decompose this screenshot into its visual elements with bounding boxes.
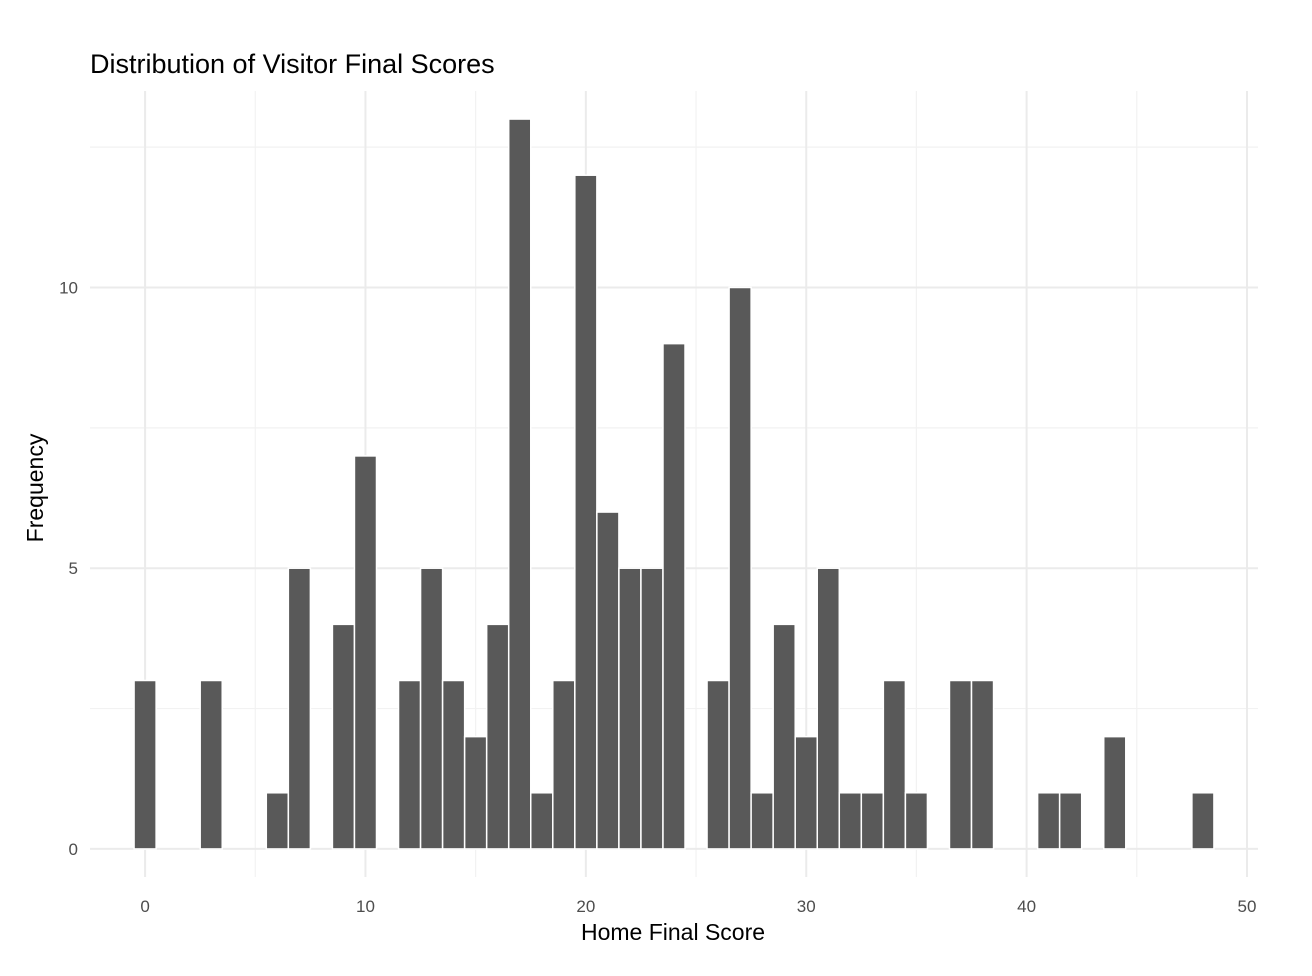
x-tick-label: 40	[1017, 897, 1036, 916]
histogram-bar	[485, 623, 510, 850]
histogram-bar	[816, 567, 841, 850]
histogram-bar	[948, 679, 973, 850]
histogram-bar	[750, 792, 774, 850]
x-tick-label: 50	[1238, 897, 1257, 916]
histogram-bar	[596, 511, 620, 850]
histogram-bar	[860, 792, 885, 850]
x-tick-label: 30	[797, 897, 816, 916]
histogram-bar	[1102, 735, 1127, 850]
histogram-bar	[574, 174, 598, 850]
y-axis-title: Frequency	[22, 433, 48, 542]
histogram-bar	[970, 679, 995, 850]
histogram-bar	[1058, 792, 1083, 850]
histogram-bar	[552, 679, 576, 850]
histogram-bar	[507, 118, 532, 850]
x-axis-ticks: 0 10 20 30 40 50	[140, 897, 1256, 916]
histogram-bar	[1191, 792, 1215, 850]
histogram-bar	[706, 679, 730, 850]
x-axis-title: Home Final Score	[581, 919, 765, 945]
histogram-bar	[882, 679, 907, 850]
histogram-bar	[530, 792, 554, 850]
x-tick-label: 10	[356, 897, 375, 916]
histogram-bar	[618, 567, 642, 850]
histogram-bar	[838, 792, 863, 850]
histogram-bar	[265, 792, 290, 850]
bars	[133, 118, 1215, 850]
histogram-bar	[640, 567, 664, 850]
histogram-bar	[728, 286, 752, 850]
x-tick-label: 20	[576, 897, 595, 916]
y-tick-label: 0	[69, 840, 78, 859]
histogram-bar	[419, 567, 444, 850]
histogram-bar	[331, 623, 356, 850]
histogram-bar	[199, 679, 223, 850]
histogram-bar	[353, 455, 378, 850]
histogram-bar	[133, 679, 157, 850]
y-axis-ticks: 0 5 10	[59, 279, 78, 859]
histogram-bar	[397, 679, 422, 850]
histogram-bar	[463, 735, 488, 850]
histogram-bar	[1036, 792, 1061, 850]
histogram-bar	[904, 792, 929, 850]
y-tick-label: 10	[59, 279, 78, 298]
x-tick-label: 0	[140, 897, 149, 916]
histogram-bar	[772, 623, 796, 850]
y-tick-label: 5	[69, 559, 78, 578]
histogram-bar	[794, 735, 818, 850]
histogram-bar	[287, 567, 312, 850]
chart-title: Distribution of Visitor Final Scores	[90, 49, 495, 79]
histogram-bar	[662, 342, 686, 850]
histogram-bar	[441, 679, 466, 850]
